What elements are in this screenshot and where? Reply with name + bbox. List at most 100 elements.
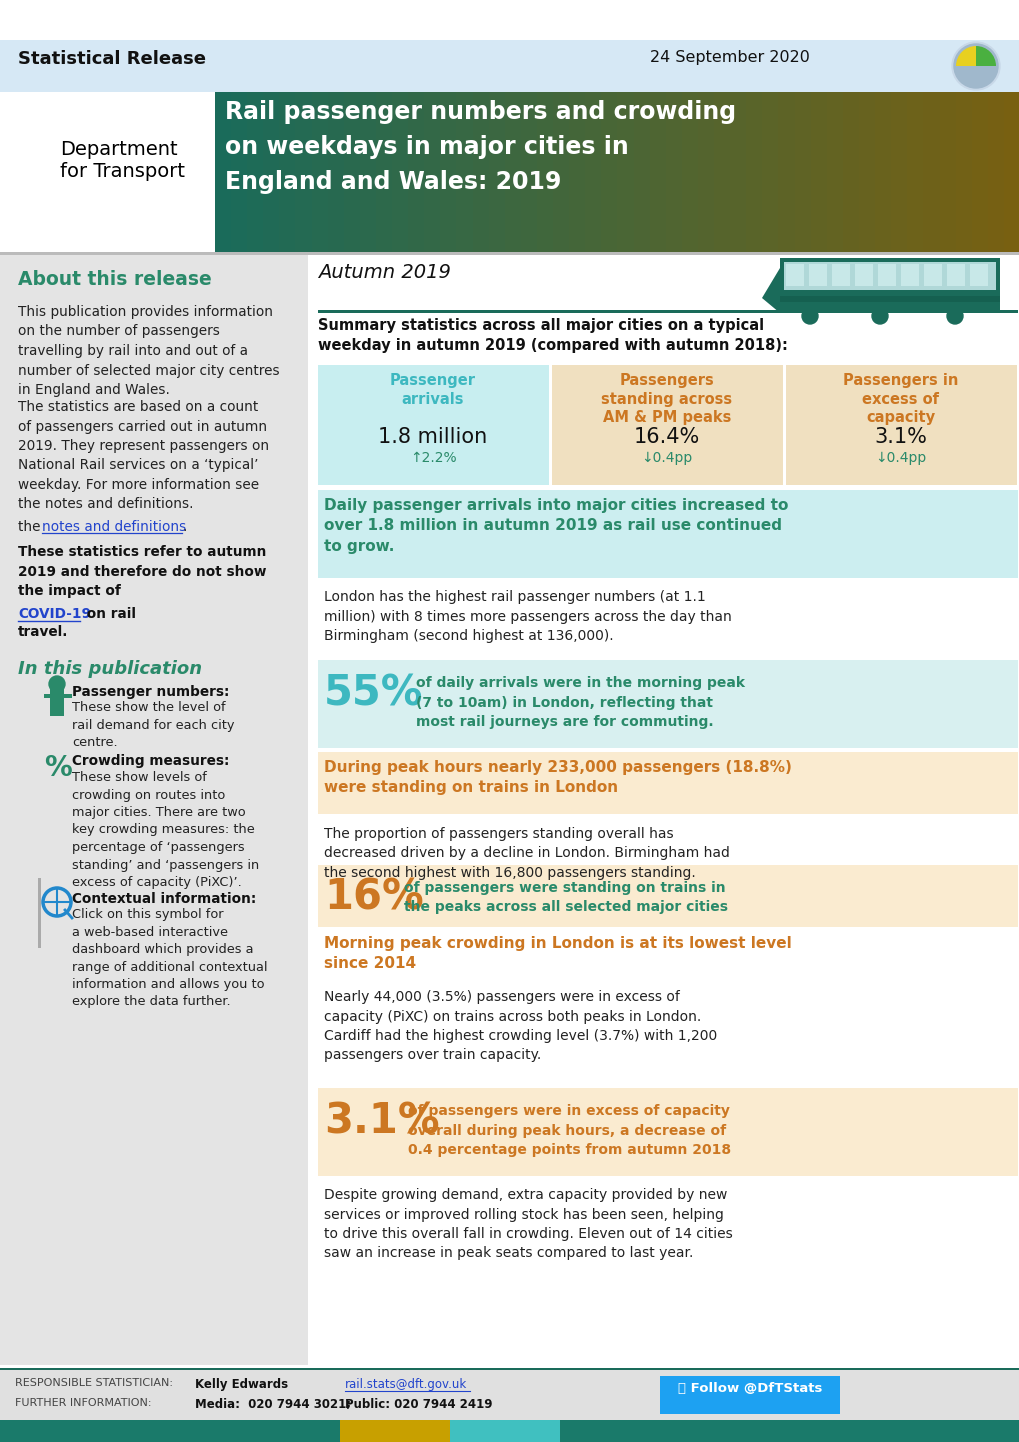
Bar — [784, 262, 995, 290]
Bar — [0, 40, 1019, 92]
Bar — [0, 1420, 1019, 1442]
Text: for Transport: for Transport — [60, 162, 184, 182]
Circle shape — [871, 309, 888, 324]
Bar — [665, 92, 683, 252]
Bar — [955, 92, 972, 252]
Text: About this release: About this release — [18, 270, 212, 288]
Bar — [318, 365, 548, 485]
Text: on rail: on rail — [82, 607, 136, 622]
Text: FURTHER INFORMATION:: FURTHER INFORMATION: — [15, 1397, 152, 1407]
Bar — [891, 92, 907, 252]
Text: ↓0.4pp: ↓0.4pp — [874, 451, 925, 464]
Bar — [858, 92, 875, 252]
Bar — [279, 92, 297, 252]
Text: %: % — [44, 754, 71, 782]
Text: 3.1%: 3.1% — [873, 427, 926, 447]
Text: Passengers in
excess of
capacity: Passengers in excess of capacity — [843, 373, 958, 425]
Text: 16.4%: 16.4% — [633, 427, 699, 447]
Text: of passengers were standing on trains in
the peaks across all selected major cit: of passengers were standing on trains in… — [404, 881, 728, 914]
Bar — [327, 92, 344, 252]
Bar — [585, 92, 602, 252]
Text: Despite growing demand, extra capacity provided by new
services or improved roll: Despite growing demand, extra capacity p… — [324, 1188, 732, 1260]
Bar — [339, 1420, 449, 1442]
Text: In this publication: In this publication — [18, 660, 202, 678]
Bar — [854, 264, 872, 286]
Bar — [50, 688, 64, 717]
Bar — [318, 660, 1017, 748]
Bar — [318, 751, 1017, 813]
Bar — [551, 365, 783, 485]
Text: Daily passenger arrivals into major cities increased to
over 1.8 million in autu: Daily passenger arrivals into major citi… — [324, 497, 788, 554]
Bar — [0, 1368, 1019, 1442]
Text: Autumn 2019: Autumn 2019 — [318, 262, 450, 283]
Bar — [457, 92, 473, 252]
Bar — [215, 92, 1019, 192]
Text: Click on this symbol for
a web-based interactive
dashboard which provides a
rang: Click on this symbol for a web-based int… — [72, 908, 267, 1008]
Circle shape — [801, 309, 817, 324]
Text: These show levels of
crowding on routes into
major cities. There are two
key cro: These show levels of crowding on routes … — [72, 771, 259, 890]
Bar — [946, 264, 964, 286]
Bar — [659, 1376, 840, 1415]
Bar — [521, 92, 537, 252]
Bar — [449, 1420, 559, 1442]
Bar — [311, 92, 328, 252]
Text: Nearly 44,000 (3.5%) passengers were in excess of
capacity (PiXC) on trains acro: Nearly 44,000 (3.5%) passengers were in … — [324, 991, 716, 1063]
Bar — [440, 92, 458, 252]
Bar — [907, 92, 923, 252]
Text: Rail passenger numbers and crowding: Rail passenger numbers and crowding — [225, 99, 736, 124]
Bar — [215, 92, 1019, 252]
Text: During peak hours nearly 233,000 passengers (18.8%)
were standing on trains in L: During peak hours nearly 233,000 passeng… — [324, 760, 791, 796]
Bar — [318, 865, 1017, 927]
Text: 24 September 2020: 24 September 2020 — [649, 50, 809, 65]
Bar — [231, 92, 248, 252]
Bar — [649, 92, 666, 252]
Text: Public: 020 7944 2419: Public: 020 7944 2419 — [344, 1397, 492, 1412]
Text: ↑2.2%: ↑2.2% — [410, 451, 455, 464]
Text: Kelly Edwards: Kelly Edwards — [195, 1379, 287, 1392]
Text: of daily arrivals were in the morning peak
(7 to 10am) in London, reflecting tha: of daily arrivals were in the morning pe… — [416, 676, 744, 730]
Bar — [949, 42, 1007, 89]
Bar — [0, 252, 1019, 255]
Text: The proportion of passengers standing overall has
decreased driven by a decline : The proportion of passengers standing ov… — [324, 828, 730, 880]
Bar — [318, 1089, 1017, 1177]
Text: Crowding measures:: Crowding measures: — [72, 754, 229, 769]
Bar — [296, 92, 312, 252]
Text: These show the level of
rail demand for each city
centre.: These show the level of rail demand for … — [72, 701, 234, 748]
Bar — [360, 92, 377, 252]
Text: Statistical Release: Statistical Release — [18, 50, 206, 68]
Bar — [746, 92, 762, 252]
Bar — [504, 92, 522, 252]
Text: RESPONSIBLE STATISTICIAN:: RESPONSIBLE STATISTICIAN: — [15, 1379, 173, 1389]
Bar — [424, 92, 441, 252]
Bar — [0, 1368, 1019, 1370]
Text: on weekdays in major cities in: on weekdays in major cities in — [225, 136, 628, 159]
Bar — [682, 92, 698, 252]
Bar — [697, 92, 714, 252]
Bar — [794, 92, 811, 252]
Bar — [0, 0, 1019, 40]
Bar — [900, 264, 918, 286]
Wedge shape — [975, 46, 995, 66]
Text: 3.1%: 3.1% — [324, 1100, 439, 1142]
Bar — [808, 264, 826, 286]
Bar — [786, 365, 1016, 485]
Text: the: the — [18, 521, 45, 534]
Circle shape — [49, 676, 65, 692]
Text: Contextual information:: Contextual information: — [72, 893, 256, 906]
Bar — [922, 92, 940, 252]
Text: of passengers were in excess of capacity
overall during peak hours, a decrease o: of passengers were in excess of capacity… — [408, 1105, 731, 1156]
Bar — [713, 92, 731, 252]
Bar — [780, 296, 999, 301]
Bar — [777, 92, 795, 252]
Text: ⭘ Follow @DfTStats: ⭘ Follow @DfTStats — [678, 1381, 821, 1394]
Bar — [391, 92, 409, 252]
Bar — [408, 92, 425, 252]
Text: These statistics refer to autumn
2019 and therefore do not show
the impact of: These statistics refer to autumn 2019 an… — [18, 545, 266, 598]
Bar — [376, 92, 392, 252]
Bar — [247, 92, 264, 252]
Text: This publication provides information
on the number of passengers
travelling by : This publication provides information on… — [18, 306, 279, 397]
Bar — [986, 92, 1004, 252]
Bar — [810, 92, 827, 252]
Text: rail.stats@dft.gov.uk: rail.stats@dft.gov.uk — [344, 1379, 467, 1392]
Text: The statistics are based on a count
of passengers carried out in autumn
2019. Th: The statistics are based on a count of p… — [18, 399, 269, 512]
